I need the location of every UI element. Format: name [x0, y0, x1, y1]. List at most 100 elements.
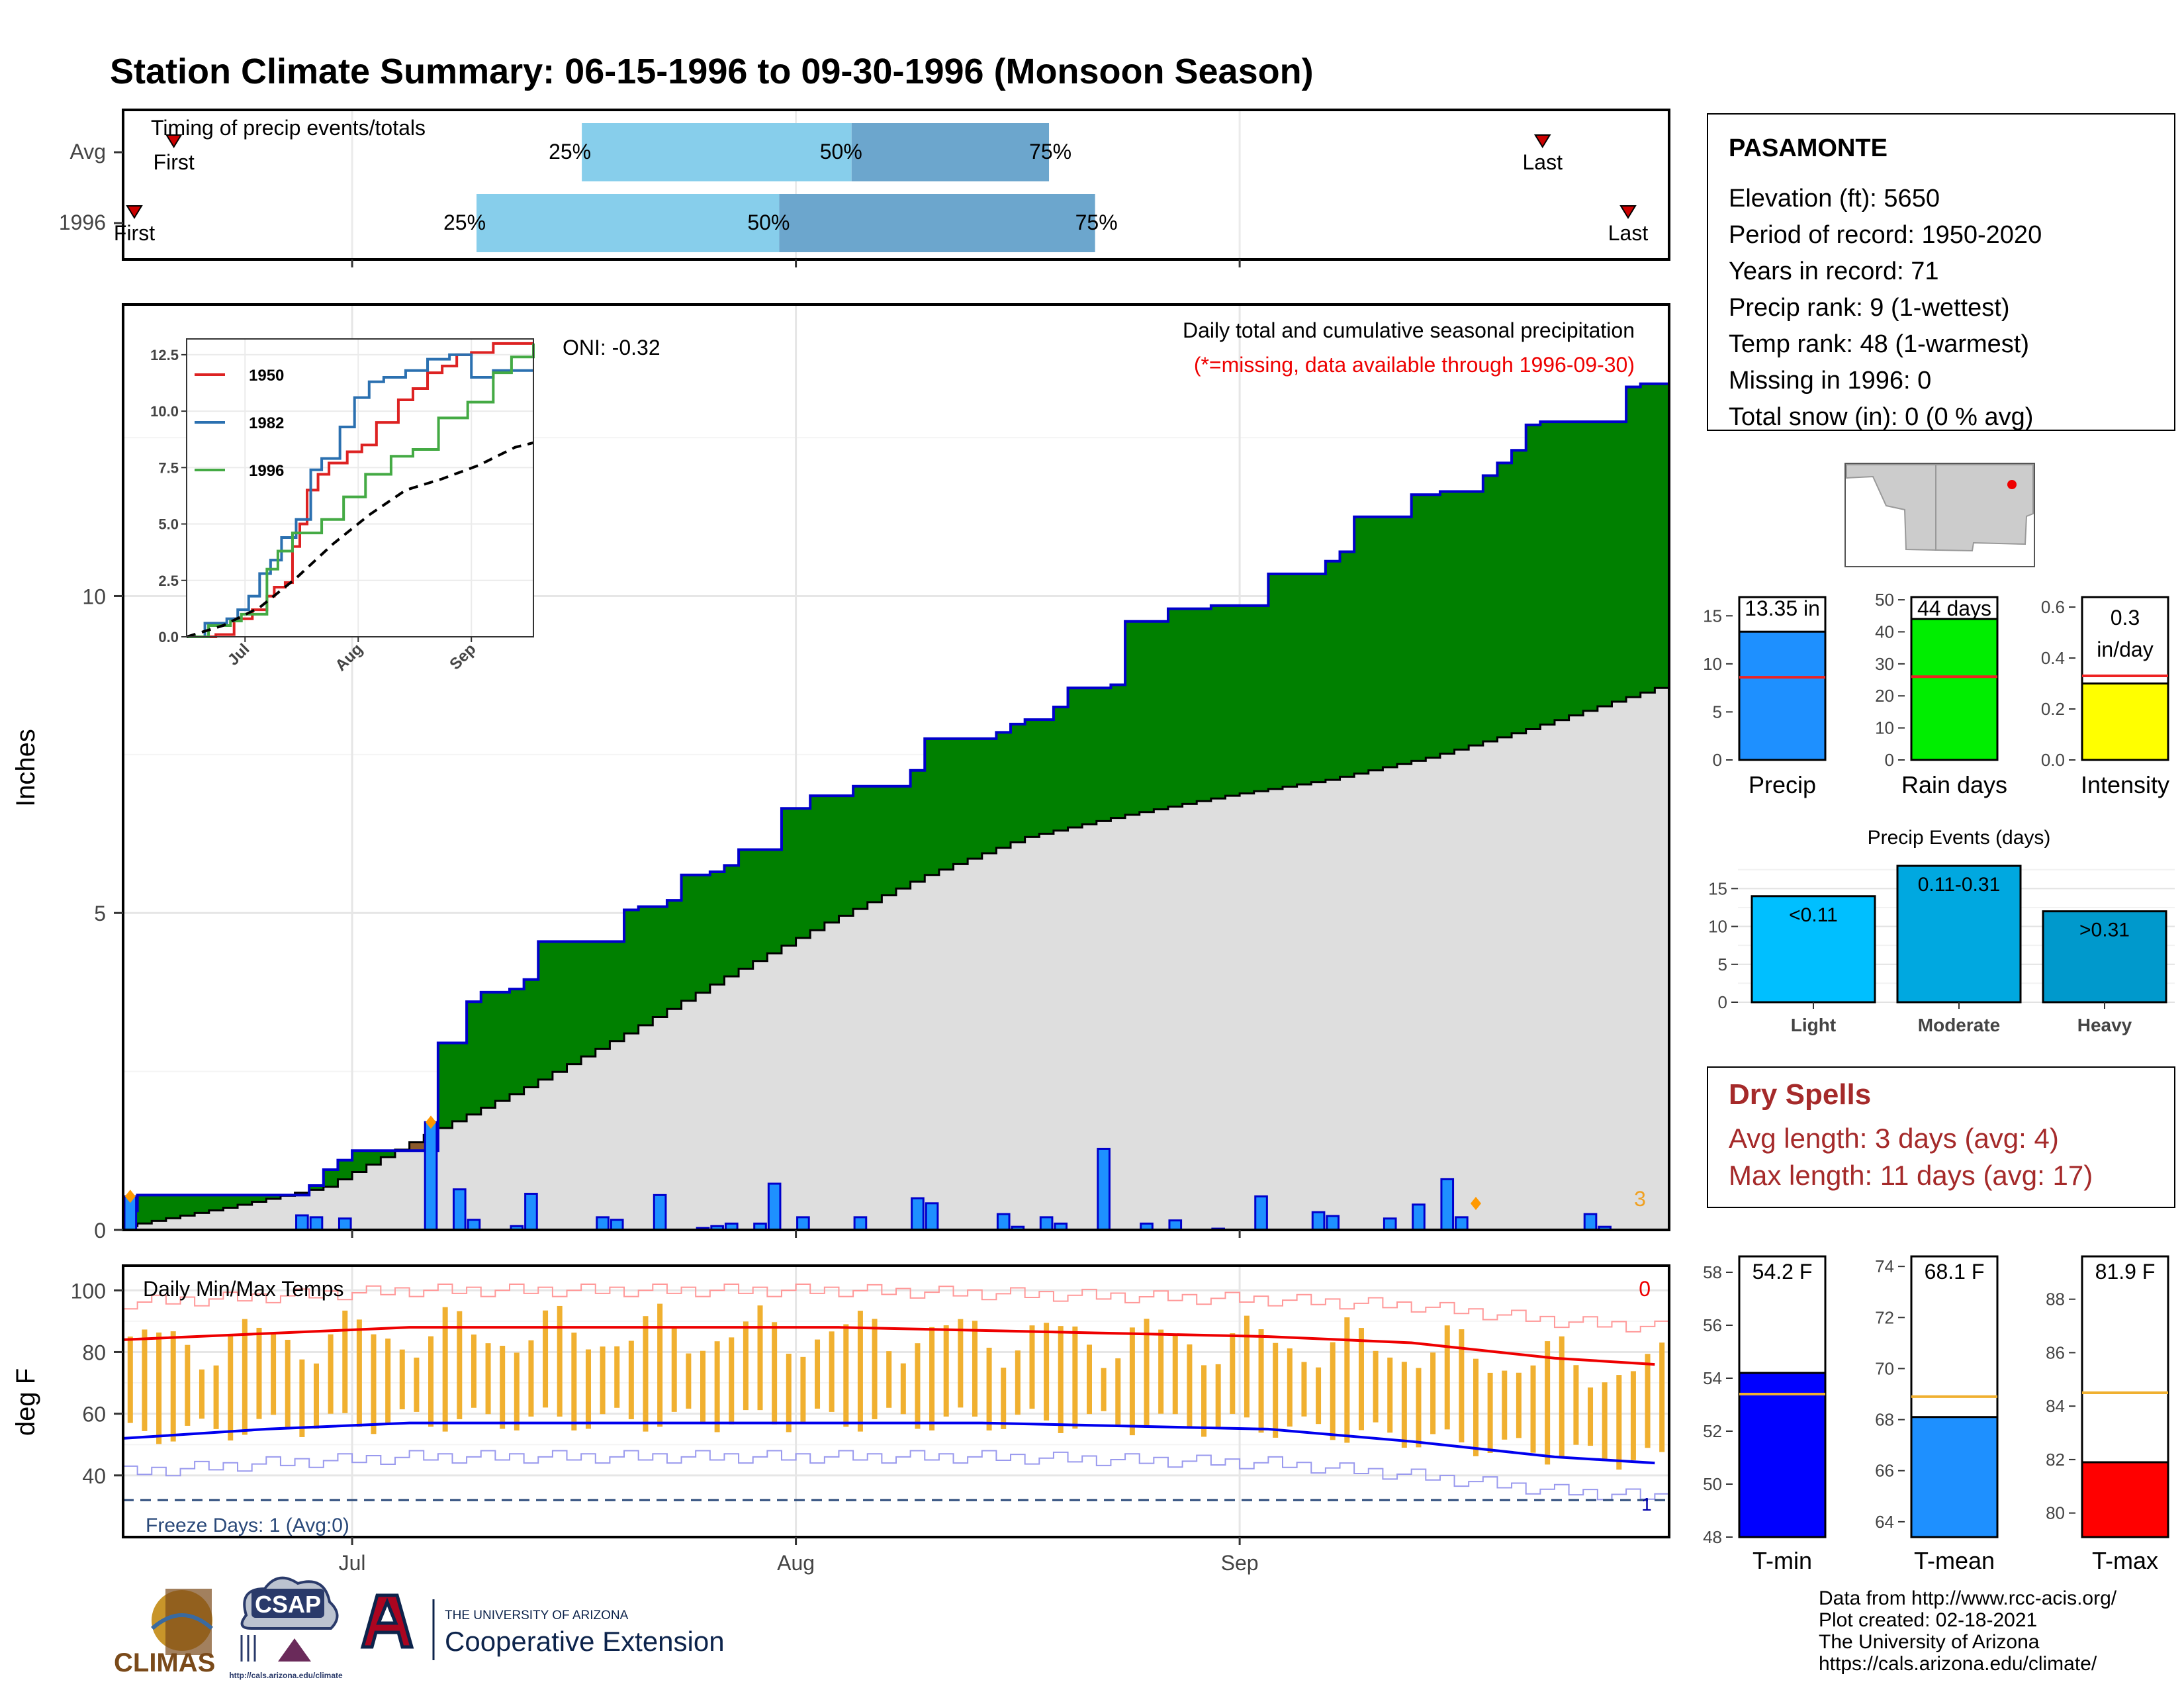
above-normal-area	[1311, 573, 1326, 782]
above-normal-area	[1411, 494, 1426, 761]
daily-temp-bar	[1172, 1335, 1178, 1415]
climas-mountain-shape	[165, 1589, 212, 1655]
above-normal-area	[467, 1002, 482, 1115]
inset-average-line	[186, 441, 534, 638]
above-normal-area	[739, 849, 754, 969]
daily-temp-bar	[371, 1334, 377, 1434]
footer-credit-line: Plot created: 02-18-2021	[1819, 1609, 2037, 1631]
daily-temp-bar	[385, 1338, 391, 1423]
mini-bar-category: T-max	[2092, 1547, 2158, 1574]
timing-panel: Timing of precip events/totals 25% 50% 75%…	[59, 109, 1670, 267]
above-normal-area	[1139, 621, 1154, 812]
above-normal-area	[666, 900, 682, 1009]
mini-bar	[2081, 1461, 2169, 1538]
daily-temp-bar	[1373, 1350, 1379, 1423]
above-normal-area	[366, 1150, 381, 1165]
events-y-tick-label: 5	[1718, 955, 1727, 974]
mini-bar	[2081, 682, 2169, 761]
above-normal-area	[1583, 422, 1598, 711]
above-normal-area	[323, 1170, 339, 1187]
daily-temp-bar	[1630, 1371, 1636, 1460]
temp-marks	[122, 1283, 1669, 1501]
inset-y-tick-label: 0.0	[158, 629, 179, 645]
daily-temp-bar	[1659, 1342, 1665, 1452]
timing-label: Timing of precip events/totals	[151, 116, 426, 140]
daily-temp-bar	[1044, 1323, 1050, 1421]
footer-credit-line: The University of Arizona	[1819, 1631, 2040, 1653]
daily-temp-bar	[1502, 1370, 1508, 1440]
inset-y-tick-label: 12.5	[150, 347, 179, 363]
mini-bar	[1910, 618, 1999, 761]
oni-value: ONI: -0.32	[563, 336, 660, 359]
above-normal-area	[1597, 422, 1613, 706]
daily-temp-bar	[1273, 1342, 1279, 1438]
above-normal-area	[968, 738, 983, 859]
above-normal-area	[1368, 516, 1384, 771]
daily-precip-bar	[1455, 1216, 1469, 1231]
daily-precip-bar	[1168, 1219, 1183, 1231]
daily-temp-bar	[915, 1343, 921, 1429]
mini-y-tick-label: 0	[1885, 750, 1894, 770]
mini-y-tick-label: 56	[1703, 1315, 1722, 1335]
daily-temp-bar	[170, 1331, 176, 1442]
temp-x-tick-label: Aug	[777, 1551, 815, 1575]
mini-y-tick-label: 5	[1713, 702, 1722, 722]
precip-y-tick-label: 10	[82, 585, 106, 608]
mini-y-tick-label: 48	[1703, 1527, 1722, 1547]
csap-mountain-shape	[278, 1638, 311, 1662]
climas-text: CLIMAS	[114, 1648, 215, 1677]
daily-temp-bar	[1015, 1350, 1021, 1415]
daily-temp-bar	[1573, 1365, 1579, 1445]
daily-temp-bar	[986, 1347, 992, 1430]
daily-temp-bar	[872, 1319, 878, 1419]
above-normal-area	[1154, 621, 1169, 810]
daily-precip-bar	[925, 1202, 939, 1231]
csap-text: CSAP	[255, 1591, 321, 1618]
events-y-tick-label: 10	[1708, 917, 1727, 937]
inset-lines	[186, 342, 535, 638]
inset-legend-label: 1982	[249, 414, 284, 432]
mini-y-tick-label: 64	[1875, 1512, 1894, 1532]
daily-temp-bar	[1287, 1348, 1293, 1427]
daily-temp-bar	[657, 1303, 663, 1427]
above-normal-area	[1340, 551, 1355, 777]
above-normal-area	[195, 1195, 210, 1213]
avg-tmin-line	[122, 1421, 1655, 1465]
temp-panel-bg	[123, 1266, 1669, 1537]
daily-precip-bar	[338, 1217, 352, 1231]
missing-marker	[124, 1190, 136, 1203]
above-normal-area	[266, 1195, 281, 1199]
daily-precip-bar	[295, 1214, 309, 1231]
mini-y-tick-label: 50	[1703, 1474, 1722, 1494]
station-detail-line: Missing in 1996: 0	[1729, 367, 1931, 395]
inset-y-tick-label: 5.0	[158, 516, 179, 533]
daily-temp-bar	[929, 1327, 935, 1430]
events-bar-label: >0.31	[2079, 919, 2130, 941]
daily-temp-bar	[1201, 1365, 1207, 1437]
events-x-tick-label: Moderate	[1918, 1015, 2000, 1035]
daily-temp-bar	[500, 1346, 506, 1429]
above-normal-area	[1053, 707, 1069, 831]
daily-temp-bar	[786, 1353, 792, 1432]
record-high-line	[123, 1283, 1669, 1333]
above-normal-area	[1426, 494, 1441, 758]
precip-y-axis: 0 5 10	[82, 585, 1241, 1243]
daily-temp-bar	[1545, 1341, 1551, 1465]
above-normal-area	[523, 979, 539, 1088]
dry-spells-max: Max length: 11 days (avg: 17)	[1729, 1160, 2093, 1191]
above-normal-area	[1240, 605, 1255, 794]
mini-y-tick-label: 82	[2046, 1450, 2065, 1470]
daily-temp-bar	[271, 1333, 277, 1415]
daily-temp-bar	[729, 1337, 735, 1425]
daily-precip-bar	[309, 1216, 324, 1231]
daily-temp-bar	[314, 1363, 319, 1429]
temp-title: Daily Min/Max Temps	[143, 1277, 343, 1301]
station-detail-line: Years in record: 71	[1729, 258, 1939, 285]
daily-temp-bar	[528, 1340, 534, 1417]
above-normal-area	[624, 910, 639, 1034]
daily-temp-bar	[485, 1343, 491, 1415]
above-normal-area	[1039, 720, 1054, 834]
above-normal-area	[1354, 516, 1369, 774]
above-normal-area	[1325, 561, 1341, 780]
timing-last-label: Last	[1523, 150, 1563, 174]
